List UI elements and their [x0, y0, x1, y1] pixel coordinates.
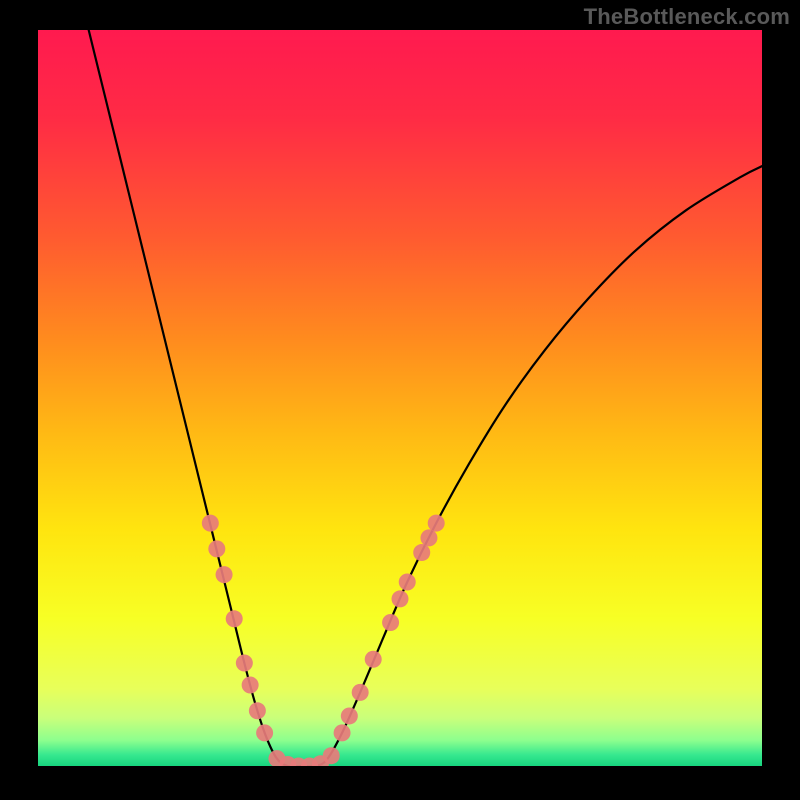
marker-dot: [413, 544, 430, 561]
plot-svg: [38, 30, 762, 766]
watermark-text: TheBottleneck.com: [584, 4, 790, 30]
gradient-background: [38, 30, 762, 766]
marker-dot: [323, 747, 340, 764]
marker-dot: [249, 702, 266, 719]
marker-dot: [256, 724, 273, 741]
marker-dot: [392, 590, 409, 607]
marker-dot: [341, 707, 358, 724]
marker-dot: [242, 677, 259, 694]
marker-dot: [226, 610, 243, 627]
marker-dot: [208, 540, 225, 557]
marker-dot: [420, 529, 437, 546]
plot-area: [38, 30, 762, 766]
marker-dot: [202, 515, 219, 532]
marker-dot: [334, 724, 351, 741]
marker-dot: [399, 574, 416, 591]
chart-stage: TheBottleneck.com: [0, 0, 800, 800]
marker-dot: [428, 515, 445, 532]
marker-dot: [365, 651, 382, 668]
marker-dot: [352, 684, 369, 701]
marker-dot: [382, 614, 399, 631]
marker-dot: [236, 654, 253, 671]
marker-dot: [216, 566, 233, 583]
